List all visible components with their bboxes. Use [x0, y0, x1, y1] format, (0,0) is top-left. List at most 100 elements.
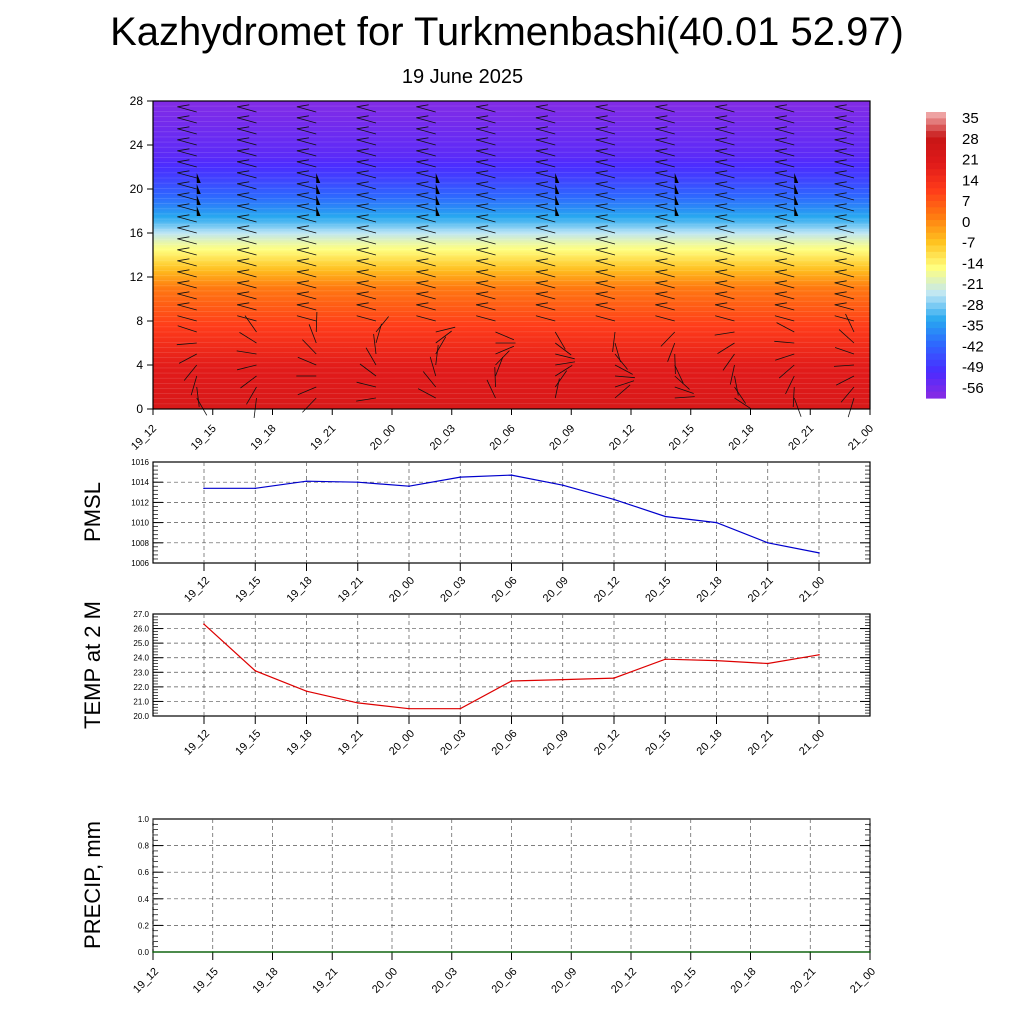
wind-barb-feather — [595, 291, 608, 295]
wind-barb — [595, 249, 616, 256]
wind-barb-feather — [774, 104, 787, 108]
wind-barb-feather — [655, 137, 668, 141]
wind-barb — [177, 150, 197, 157]
colorbar-segment — [926, 194, 946, 202]
wind-barb — [177, 183, 197, 190]
wind-barb-feather — [476, 258, 489, 262]
data-point — [613, 498, 615, 501]
wind-barb-feather — [774, 159, 787, 163]
wind-barb — [715, 293, 735, 300]
wind-barb — [655, 128, 675, 135]
wind-barb-feather — [476, 280, 489, 284]
y-tick-label: 4 — [136, 358, 143, 372]
wind-barb-feather — [834, 225, 847, 229]
y-tick-label: 20 — [130, 182, 144, 196]
wind-barb — [774, 194, 795, 201]
wind-barb-feather — [416, 181, 429, 185]
x-tick-label: 19_18 — [249, 423, 279, 453]
wind-barb — [237, 194, 257, 201]
wind-barb — [834, 216, 855, 223]
data-point — [749, 951, 752, 953]
wind-barb — [416, 117, 436, 124]
wind-barb-feather — [655, 225, 668, 229]
x-tick-label: 20_09 — [549, 966, 579, 996]
wind-barb — [554, 370, 568, 388]
wind-barb-flag — [674, 173, 679, 183]
wind-barb-feather — [655, 104, 668, 108]
wind-barb — [655, 293, 675, 300]
line-panel-1: 1006 1008 1010 1012 1014 1016 19_12 19_15 19_18 1… — [80, 458, 871, 605]
cross-section-panel: 0 4 8 12 16 20 24 28 19_12 19_15 19_18 19_21 20_00 20… — [129, 94, 984, 453]
wind-barb-feather — [595, 214, 608, 218]
colorbar-segment — [926, 245, 946, 253]
wind-barb-feather — [476, 115, 489, 119]
wind-barb-feather — [715, 104, 728, 108]
wind-barb — [416, 293, 436, 300]
wind-barb — [495, 357, 504, 377]
wind-barb — [476, 227, 496, 234]
wind-barb — [177, 227, 197, 234]
wind-barb — [595, 315, 616, 322]
wind-barb-flag — [555, 206, 560, 216]
wind-barb-feather — [476, 225, 489, 229]
wind-barb — [535, 205, 556, 212]
colorbar-segment — [926, 283, 946, 291]
colorbar-segment — [926, 378, 946, 386]
wind-barb-feather — [177, 104, 190, 108]
x-tick-label: 20_09 — [541, 575, 571, 605]
wind-barb — [236, 350, 257, 355]
wind-barb-flag — [435, 195, 440, 205]
wind-barb — [595, 293, 616, 300]
wind-barb — [834, 271, 855, 278]
wind-barb-feather — [774, 247, 787, 251]
wind-barb-feather — [655, 291, 668, 295]
chart-title: Kazhydromet for Turkmenbashi(40.01 52.97… — [110, 10, 904, 54]
wind-barb — [237, 183, 257, 190]
wind-barb-feather — [177, 280, 190, 284]
wind-barb-feather — [715, 214, 728, 218]
y-tick-label: 1006 — [131, 559, 149, 568]
colorbar-segment — [926, 226, 946, 234]
wind-barb — [308, 324, 317, 344]
wind-barb — [356, 227, 377, 234]
wind-barb-feather — [476, 247, 489, 251]
wind-barb — [359, 363, 377, 377]
wind-barb-flag — [555, 195, 560, 205]
wind-barb-feather — [356, 137, 369, 141]
wind-barb-feather — [476, 137, 489, 141]
wind-barb-feather — [416, 203, 429, 207]
wind-barb-feather — [356, 203, 369, 207]
y-tick-label: 28 — [130, 94, 144, 108]
wind-barb — [715, 282, 735, 289]
wind-barb — [476, 249, 496, 256]
wind-barb-flag — [196, 206, 201, 216]
colorbar-segment — [926, 289, 946, 297]
wind-barb — [655, 227, 675, 234]
wind-barb — [535, 227, 556, 234]
wind-barb — [840, 386, 855, 403]
colorbar-segment — [926, 112, 946, 119]
wind-barb-feather — [595, 302, 608, 306]
wind-barb-feather — [177, 203, 190, 207]
x-tick-label: 20_15 — [669, 966, 699, 996]
wind-barb-feather — [774, 170, 787, 174]
y-tick-label: 16 — [130, 226, 144, 240]
wind-barb — [476, 304, 496, 311]
data-point — [690, 951, 692, 953]
wind-barb-feather — [535, 170, 548, 174]
x-tick-label: 20_00 — [370, 966, 400, 996]
colorbar-segment — [926, 143, 946, 151]
wind-barb-feather — [356, 225, 369, 229]
wind-barb-feather — [535, 280, 548, 284]
wind-barb-flag — [196, 195, 201, 205]
wind-barb-feather — [476, 192, 489, 196]
wind-barb-feather — [296, 126, 309, 130]
wind-barb-feather — [535, 126, 548, 130]
data-point — [305, 690, 308, 692]
wind-barb-feather — [177, 126, 190, 130]
wind-barb — [734, 386, 747, 404]
wind-barb — [834, 227, 855, 234]
wind-barb — [595, 172, 616, 179]
wind-barb — [834, 183, 855, 190]
